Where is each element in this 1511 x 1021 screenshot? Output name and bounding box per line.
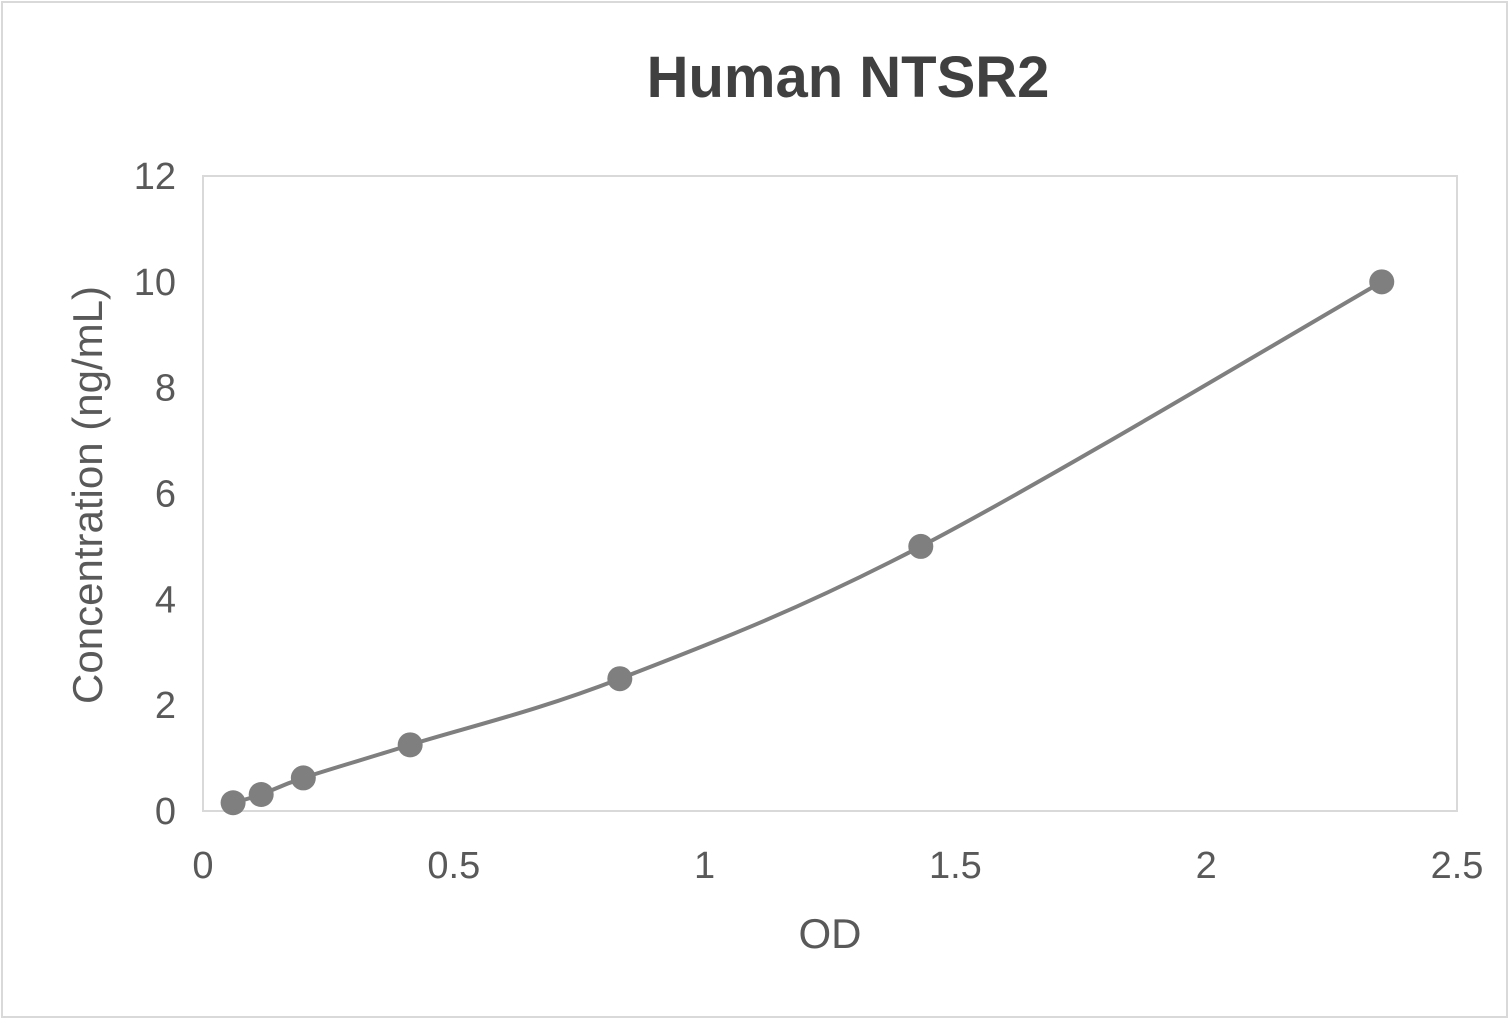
y-tick-label: 12 [134,156,176,198]
data-points [220,269,1395,816]
data-point-marker [220,790,246,816]
y-tick-label: 2 [155,685,176,727]
x-tick-label: 0 [192,845,213,887]
chart-title: Human NTSR2 [647,45,1050,110]
x-tick-label: 0.5 [427,845,480,887]
data-point-marker [290,765,316,791]
y-axis-label: Concentration (ng/mL) [64,286,111,704]
y-tick-label: 10 [134,262,176,304]
x-tick-label: 1.5 [929,845,982,887]
x-axis-label: OD [799,910,862,957]
x-tick-label: 2.5 [1431,845,1484,887]
x-axis-ticks: 0 0.5 1 1.5 2 2.5 [192,845,1483,887]
plot-area [202,175,1458,812]
data-point-marker [908,533,934,559]
x-tick-label: 1 [694,845,715,887]
y-tick-label: 0 [155,791,176,833]
data-point-marker [607,666,633,692]
x-tick-label: 2 [1196,845,1217,887]
y-axis-ticks: 0 2 4 6 8 10 12 [134,156,176,833]
y-tick-label: 4 [155,579,176,621]
data-point-marker [397,732,423,758]
data-point-marker [1369,269,1395,295]
y-tick-label: 6 [155,474,176,516]
y-tick-label: 8 [155,368,176,410]
data-point-marker [248,781,274,807]
